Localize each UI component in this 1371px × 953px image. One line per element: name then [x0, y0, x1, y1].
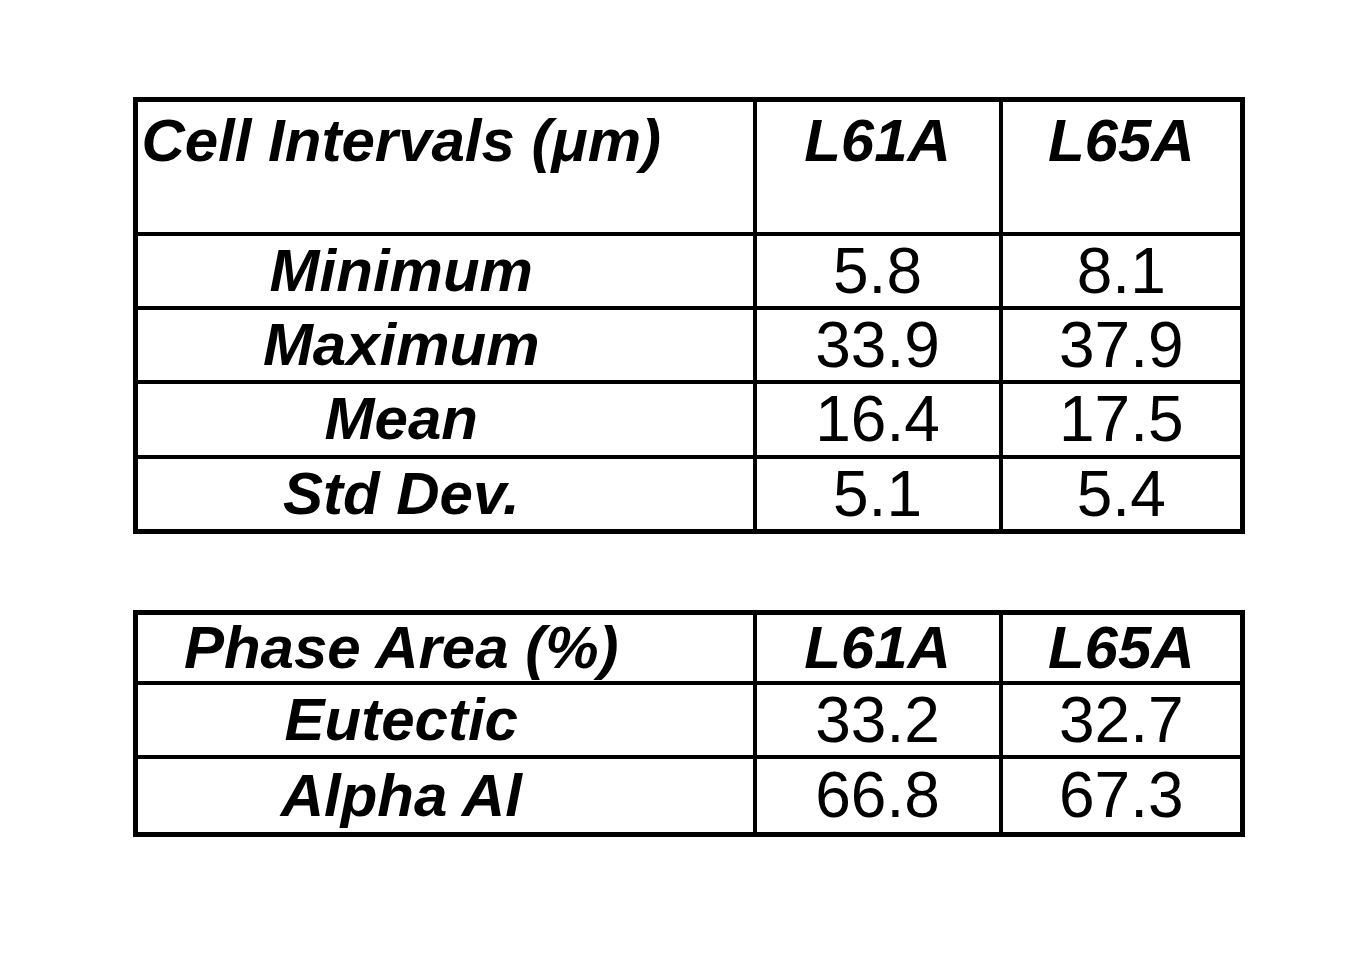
column-header-l65a: L65A	[1001, 100, 1243, 234]
cell-intervals-header-row: Cell Intervals (μm) L61A L65A	[136, 100, 1243, 234]
minimum-value-l65a: 8.1	[1001, 234, 1243, 308]
mean-value-l65a: 17.5	[1001, 382, 1243, 456]
eutectic-value-l65a: 32.7	[1001, 683, 1243, 757]
std-dev-value-l65a: 5.4	[1001, 457, 1243, 532]
phase-area-title: Phase Area (%)	[136, 613, 755, 684]
row-label-minimum: Minimum	[136, 234, 755, 308]
page: Cell Intervals (μm) L61A L65A Minimum 5.…	[0, 0, 1371, 953]
table-row-mean: Mean 16.4 17.5	[136, 382, 1243, 456]
eutectic-value-l61a: 33.2	[755, 683, 1001, 757]
table-row-alpha-al: Alpha Al 66.8 67.3	[136, 757, 1243, 834]
phase-column-header-l65a: L65A	[1001, 613, 1243, 684]
table-row-std-dev: Std Dev. 5.1 5.4	[136, 457, 1243, 532]
maximum-value-l65a: 37.9	[1001, 308, 1243, 382]
row-label-maximum: Maximum	[136, 308, 755, 382]
table-row-minimum: Minimum 5.8 8.1	[136, 234, 1243, 308]
maximum-value-l61a: 33.9	[755, 308, 1001, 382]
cell-intervals-title: Cell Intervals (μm)	[136, 100, 755, 234]
minimum-value-l61a: 5.8	[755, 234, 1001, 308]
alpha-al-value-l65a: 67.3	[1001, 757, 1243, 834]
row-label-mean: Mean	[136, 382, 755, 456]
table-row-eutectic: Eutectic 33.2 32.7	[136, 683, 1243, 757]
phase-column-header-l61a: L61A	[755, 613, 1001, 684]
row-label-std-dev: Std Dev.	[136, 457, 755, 532]
row-label-eutectic: Eutectic	[136, 683, 755, 757]
table-row-maximum: Maximum 33.9 37.9	[136, 308, 1243, 382]
alpha-al-value-l61a: 66.8	[755, 757, 1001, 834]
cell-intervals-table: Cell Intervals (μm) L61A L65A Minimum 5.…	[133, 97, 1245, 534]
row-label-alpha-al: Alpha Al	[136, 757, 755, 834]
std-dev-value-l61a: 5.1	[755, 457, 1001, 532]
column-header-l61a: L61A	[755, 100, 1001, 234]
phase-area-table: Phase Area (%) L61A L65A Eutectic 33.2 3…	[133, 610, 1245, 837]
mean-value-l61a: 16.4	[755, 382, 1001, 456]
phase-area-header-row: Phase Area (%) L61A L65A	[136, 613, 1243, 684]
